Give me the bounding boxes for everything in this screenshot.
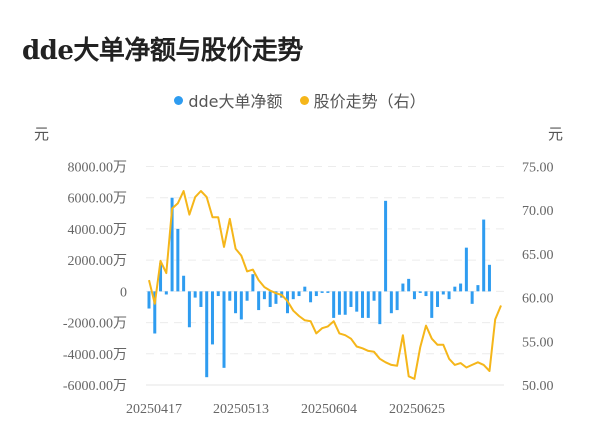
bar [441,291,445,295]
right-tick-label: 65.00 [522,248,554,263]
bar [389,291,393,314]
bar [228,291,232,301]
bar [274,291,278,304]
bar [361,291,365,318]
bar [222,291,226,368]
bar [482,219,486,292]
bar [355,291,359,312]
chart-title: dde大单净额与股价走势 [22,36,303,66]
bar [268,291,272,307]
right-tick-label: 70.00 [522,204,554,219]
x-tick-label: 20250604 [301,402,357,417]
left-tick-label: -6000.00万 [63,379,127,394]
left-tick-label: 2000.00万 [68,254,128,269]
bar [401,283,405,292]
bar [234,291,238,314]
bar [303,286,307,292]
left-tick-label: 4000.00万 [68,223,128,238]
bar [464,247,468,292]
right-axis: 75.00 70.00 65.00 60.00 55.00 50.00 [522,161,554,395]
bar [187,291,191,328]
bar [239,291,243,320]
bar [291,291,295,300]
left-axis: 8000.00万 6000.00万 4000.00万 2000.00万 0 -2000.0… [63,161,127,395]
bar [384,200,388,292]
line-series-price [148,190,502,380]
left-tick-label: -4000.00万 [63,348,127,363]
bar [487,264,491,292]
legend: dde大单净额 股价走势（右） [0,88,600,112]
bar [395,291,399,311]
bar [205,291,209,378]
bar [210,291,214,345]
bar [193,291,197,298]
bar [245,291,249,301]
bar [147,291,151,309]
bar [459,283,463,292]
left-tick-label: 8000.00万 [68,161,128,176]
bar [412,291,416,300]
bar [262,291,266,300]
bar [216,291,220,297]
bar [378,291,382,325]
legend-item-price[interactable]: 股价走势（右） [299,88,426,112]
bar [176,228,180,292]
bar [164,291,168,295]
x-axis: 20250417 20250513 20250604 20250625 [126,402,445,417]
bar [418,291,422,293]
bar [332,291,336,318]
bar [170,197,174,292]
right-tick-label: 75.00 [522,161,554,176]
bar [447,291,451,300]
bar [407,278,411,292]
left-tick-label: -2000.00万 [63,317,127,332]
bar-series-dde [147,197,491,378]
x-tick-label: 20250417 [126,402,182,417]
legend-label: 股价走势（右） [313,92,426,111]
x-tick-label: 20250513 [213,402,269,417]
bar [199,291,203,307]
bar [182,275,186,292]
bar [349,291,353,307]
bar [343,291,347,315]
right-tick-label: 55.00 [522,335,554,350]
bar [372,291,376,301]
bar [251,274,255,292]
bar [297,291,301,297]
right-axis-unit: 元 [548,125,563,143]
gridlines [146,166,504,386]
right-tick-label: 50.00 [522,379,554,394]
bar [320,291,324,293]
right-tick-label: 60.00 [522,292,554,307]
bar [314,291,318,297]
bar [257,291,261,311]
bar [430,291,434,318]
bar [309,291,313,303]
bar [424,291,428,297]
legend-label: dde大单净额 [188,92,283,111]
left-axis-unit: 元 [34,125,49,143]
bar [153,291,157,334]
bar [366,291,370,318]
left-tick-label: 6000.00万 [68,192,128,207]
bar [476,285,480,292]
x-tick-label: 20250625 [389,402,445,417]
bar [159,263,163,292]
legend-dot-icon [174,95,184,105]
bar [436,291,440,307]
bar [470,291,474,304]
left-tick-label: 0 [120,285,127,300]
bar [326,291,330,293]
legend-dot-icon [299,95,309,105]
legend-item-dde[interactable]: dde大单净额 [174,88,283,112]
bar [337,291,341,315]
bar [453,286,457,292]
